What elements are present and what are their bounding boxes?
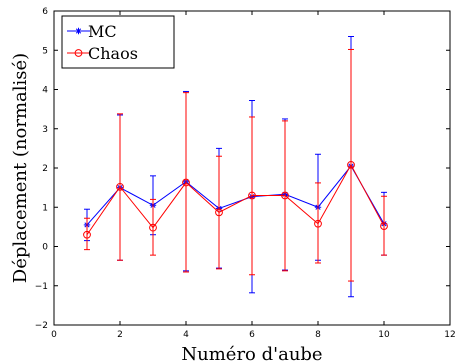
point-chaos — [215, 208, 223, 217]
y-tick-label: −2 — [35, 321, 48, 331]
y-tick-label: 0 — [42, 243, 48, 253]
legend-marker-mc — [75, 27, 82, 35]
x-tick-label: 8 — [315, 330, 321, 340]
legend-label-chaos: Chaos — [88, 44, 138, 63]
point-chaos — [314, 219, 322, 228]
y-axis-label: Déplacement (normalisé) — [10, 53, 31, 283]
point-chaos — [83, 230, 91, 239]
point-chaos — [347, 160, 355, 169]
point-chaos — [182, 178, 190, 187]
point-chaos — [149, 223, 157, 232]
y-tick-label: 2 — [42, 164, 48, 174]
y-tick-label: 1 — [42, 203, 48, 213]
y-tick-label: 3 — [42, 125, 48, 135]
y-tick-label: 6 — [42, 7, 48, 17]
x-tick-label: 2 — [117, 330, 123, 340]
y-tick-label: −1 — [35, 282, 48, 292]
series-layer — [83, 36, 388, 298]
series-chaos — [83, 48, 388, 282]
x-tick-label: 10 — [378, 330, 390, 340]
y-tick-label: 4 — [42, 86, 48, 96]
legend-box — [61, 15, 175, 69]
x-tick-label: 12 — [444, 330, 455, 340]
point-chaos — [380, 222, 388, 230]
point-chaos — [116, 182, 124, 191]
point-chaos — [248, 191, 256, 200]
legend-marker-chaos — [74, 49, 83, 57]
point-chaos — [281, 191, 289, 200]
x-axis-label: Numéro d'aube — [181, 344, 322, 363]
x-tick-label: 0 — [51, 330, 57, 340]
line-chaos — [86, 163, 385, 236]
y-tick-label: 5 — [42, 46, 48, 56]
x-tick-label: 6 — [249, 330, 255, 340]
legend-label-mc: MC — [88, 22, 117, 41]
legend: MC Chaos — [61, 15, 175, 69]
line-mc — [86, 165, 385, 226]
x-tick-label: 4 — [183, 330, 189, 340]
